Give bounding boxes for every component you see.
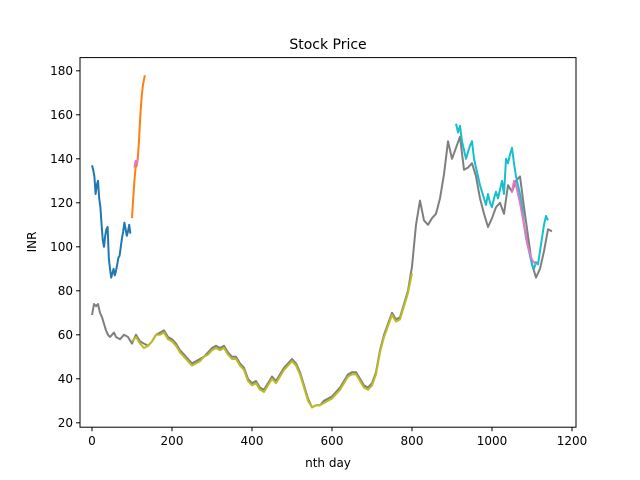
x-tick-label: 200 (161, 434, 184, 448)
series-line-7 (133, 158, 139, 168)
series-line-4 (511, 179, 537, 266)
plot-frame (79, 57, 577, 428)
x-axis: 0 200 400 600 800 1000 1200 (88, 427, 587, 448)
y-tick-label: 160 (50, 108, 73, 122)
series-line-6 (131, 75, 146, 219)
y-tick-label: 40 (58, 372, 73, 386)
series-line-2 (131, 273, 413, 409)
x-axis-label: nth day (305, 456, 351, 470)
y-axis: 20 40 60 80 100 120 140 160 180 (50, 64, 80, 430)
x-tick-label: 1000 (477, 434, 508, 448)
y-tick-label: 180 (50, 64, 73, 78)
y-axis-label: INR (25, 232, 39, 253)
x-tick-label: 800 (401, 434, 424, 448)
series-layer (91, 75, 553, 409)
y-tick-label: 140 (50, 152, 73, 166)
chart-title: Stock Price (289, 37, 366, 53)
y-tick-label: 80 (58, 284, 73, 298)
series-line-3 (455, 123, 549, 270)
y-tick-label: 100 (50, 240, 73, 254)
series-line-5 (91, 165, 132, 279)
x-tick-label: 1200 (557, 434, 588, 448)
x-tick-label: 0 (88, 434, 96, 448)
y-tick-label: 20 (58, 416, 73, 430)
y-tick-label: 60 (58, 328, 73, 342)
x-tick-label: 400 (241, 434, 264, 448)
x-tick-label: 600 (321, 434, 344, 448)
y-tick-label: 120 (50, 196, 73, 210)
